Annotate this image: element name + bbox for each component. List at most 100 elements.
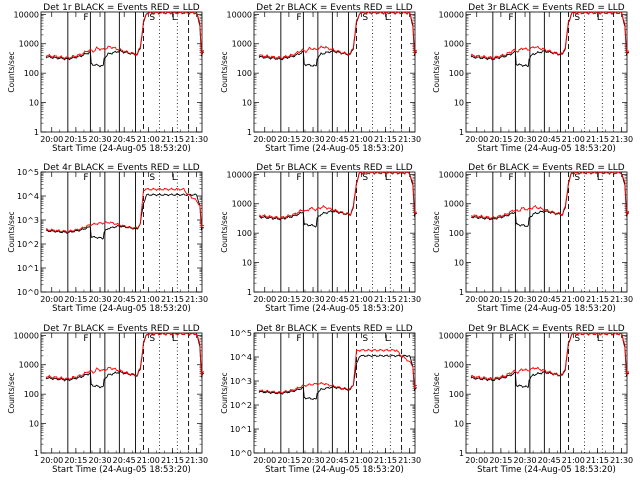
x-tick-label: 20:00 xyxy=(253,295,276,304)
detector-panel-4: Det 4r BLACK = Events RED = LLD 10^0 10^1 1… xyxy=(7,163,208,314)
panel-title: Det 8r BLACK = Events RED = LLD xyxy=(256,324,412,334)
plot-frame xyxy=(253,11,416,133)
x-tick-label: 21:15 xyxy=(374,135,397,144)
x-tick-label: 20:45 xyxy=(113,456,136,465)
x-tick-label: 21:30 xyxy=(610,456,633,465)
x-tick-label: 20:15 xyxy=(489,456,512,465)
x-tick-label: 21:00 xyxy=(562,295,585,304)
lld-trace xyxy=(45,187,205,234)
panel-title: Det 9r BLACK = Events RED = LLD xyxy=(468,324,624,334)
marker-letter: F xyxy=(296,173,301,183)
x-tick-label: 21:30 xyxy=(398,135,421,144)
x-tick-label: 21:30 xyxy=(185,456,208,465)
marker-letter: S xyxy=(362,334,368,344)
y-axis-title: Counts/sec xyxy=(220,372,229,413)
x-axis-title: Start Time (24-Aug-05 18:53:20) xyxy=(265,465,404,475)
x-tick-label: 21:15 xyxy=(586,135,609,144)
x-axis-title: Start Time (24-Aug-05 18:53:20) xyxy=(265,144,404,154)
x-tick-label: 20:45 xyxy=(538,135,561,144)
lld-trace xyxy=(45,11,205,60)
x-tick-label: 21:15 xyxy=(161,295,184,304)
plot-frame xyxy=(40,332,203,454)
x-tick-label: 20:00 xyxy=(253,456,276,465)
panel-title: Det 4r BLACK = Events RED = LLD xyxy=(43,163,199,173)
y-tick-label: 1 xyxy=(459,288,464,297)
y-tick-label: 10 xyxy=(454,420,464,429)
y-tick-label: 100 xyxy=(449,390,464,399)
x-tick-label: 20:00 xyxy=(40,456,63,465)
y-tick-label: 1 xyxy=(247,128,252,137)
x-axis-title: Start Time (24-Aug-05 18:53:20) xyxy=(52,465,191,475)
y-tick-label: 10 xyxy=(454,99,464,108)
y-tick-label: 1000 xyxy=(444,40,464,49)
detector-panel-6: Det 6r BLACK = Events RED = LLD 1 10 100 100… xyxy=(432,163,633,314)
x-tick-label: 20:45 xyxy=(113,295,136,304)
x-tick-label: 20:15 xyxy=(489,135,512,144)
x-tick-label: 20:00 xyxy=(253,135,276,144)
marker-letter: L xyxy=(597,13,602,23)
marker-letter: L xyxy=(385,334,390,344)
y-tick-label: 1000 xyxy=(232,40,252,49)
y-axis-title: Counts/sec xyxy=(220,51,229,92)
x-tick-label: 21:30 xyxy=(398,456,421,465)
x-tick-label: 21:30 xyxy=(610,295,633,304)
x-tick-label: 21:30 xyxy=(185,295,208,304)
x-tick-label: 20:30 xyxy=(89,456,112,465)
detector-panel-5: Det 5r BLACK = Events RED = LLD 1 10 100 100… xyxy=(220,163,421,314)
panel-title: Det 6r BLACK = Events RED = LLD xyxy=(468,163,624,173)
marker-letter: S xyxy=(149,173,155,183)
y-tick-label: 1000 xyxy=(444,200,464,209)
y-tick-label: 100 xyxy=(449,229,464,238)
y-tick-label: 10^4 xyxy=(230,353,252,362)
lld-trace xyxy=(470,11,630,60)
plot-frame xyxy=(253,332,416,454)
x-tick-label: 20:45 xyxy=(326,135,349,144)
x-tick-label: 21:00 xyxy=(350,135,373,144)
events-trace xyxy=(258,171,418,228)
x-tick-label: 21:00 xyxy=(350,456,373,465)
y-tick-label: 1 xyxy=(34,128,39,137)
y-tick-label: 10^5 xyxy=(17,168,39,177)
y-tick-label: 10000 xyxy=(439,170,464,179)
y-tick-label: 10^2 xyxy=(17,240,39,249)
y-tick-label: 10000 xyxy=(439,331,464,340)
x-tick-label: 20:45 xyxy=(538,295,561,304)
x-tick-label: 20:15 xyxy=(64,135,87,144)
y-tick-label: 10^4 xyxy=(17,192,39,201)
x-tick-label: 20:15 xyxy=(277,135,300,144)
x-tick-label: 21:15 xyxy=(586,456,609,465)
marker-letter: S xyxy=(149,334,155,344)
marker-letter: L xyxy=(172,334,177,344)
y-tick-label: 1000 xyxy=(232,200,252,209)
detector-panel-7: Det 7r BLACK = Events RED = LLD 1 10 100 100… xyxy=(7,324,208,475)
x-tick-label: 20:30 xyxy=(514,295,537,304)
marker-letter: L xyxy=(172,13,177,23)
detector-panel-1: Det 1r BLACK = Events RED = LLD 1 10 100 100… xyxy=(7,3,208,154)
x-tick-label: 21:15 xyxy=(586,295,609,304)
y-tick-label: 10^1 xyxy=(17,264,39,273)
detector-panel-9: Det 9r BLACK = Events RED = LLD 1 10 100 100… xyxy=(432,324,633,475)
x-tick-label: 20:45 xyxy=(326,456,349,465)
events-trace xyxy=(45,193,205,240)
marker-letter: F xyxy=(83,13,88,23)
y-tick-label: 10 xyxy=(29,420,39,429)
y-tick-label: 100 xyxy=(237,229,252,238)
x-tick-label: 20:00 xyxy=(465,295,488,304)
x-tick-label: 20:00 xyxy=(465,456,488,465)
plot-frame xyxy=(465,171,628,293)
x-tick-label: 21:30 xyxy=(398,295,421,304)
x-tick-label: 20:15 xyxy=(277,456,300,465)
plot-frame xyxy=(253,171,416,293)
x-tick-label: 20:30 xyxy=(302,135,325,144)
y-axis-title: Counts/sec xyxy=(7,211,16,252)
x-tick-label: 21:15 xyxy=(161,456,184,465)
plot-frame xyxy=(465,332,628,454)
y-tick-label: 100 xyxy=(24,390,39,399)
y-tick-label: 1000 xyxy=(444,361,464,370)
marker-letter: F xyxy=(508,334,513,344)
x-axis-title: Start Time (24-Aug-05 18:53:20) xyxy=(477,304,616,314)
x-axis-title: Start Time (24-Aug-05 18:53:20) xyxy=(265,304,404,314)
y-tick-label: 100 xyxy=(237,69,252,78)
x-axis-title: Start Time (24-Aug-05 18:53:20) xyxy=(477,144,616,154)
